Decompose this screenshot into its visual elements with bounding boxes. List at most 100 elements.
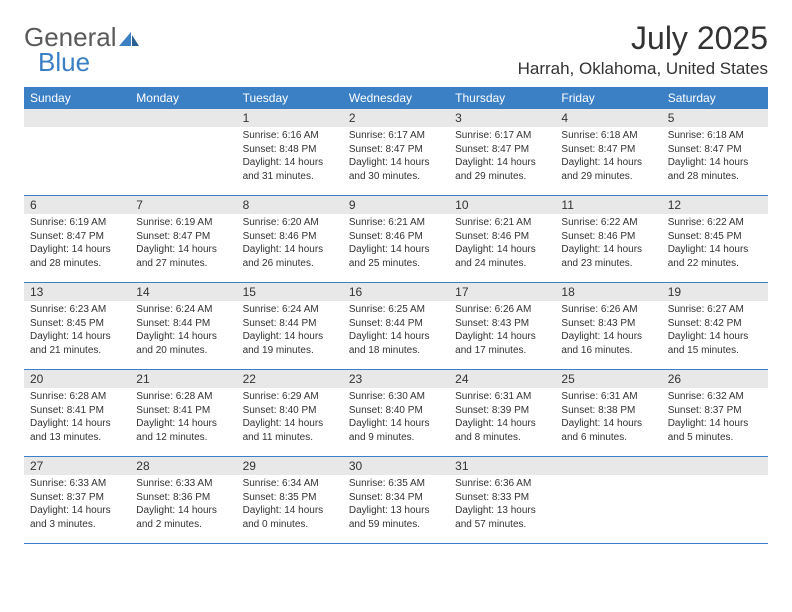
day-cell: 20Sunrise: 6:28 AMSunset: 8:41 PMDayligh… <box>24 370 130 456</box>
day-info: Sunrise: 6:22 AMSunset: 8:45 PMDaylight:… <box>662 214 768 274</box>
day-info: Sunrise: 6:32 AMSunset: 8:37 PMDaylight:… <box>662 388 768 448</box>
sunrise-text: Sunrise: 6:16 AM <box>243 129 337 143</box>
sunset-text: Sunset: 8:38 PM <box>561 404 655 418</box>
daylight-text: Daylight: 14 hours and 11 minutes. <box>243 417 337 444</box>
title-block: July 2025 Harrah, Oklahoma, United State… <box>518 20 768 79</box>
daylight-text: Daylight: 14 hours and 3 minutes. <box>30 504 124 531</box>
daylight-text: Daylight: 14 hours and 19 minutes. <box>243 330 337 357</box>
day-number: 6 <box>24 196 130 214</box>
day-cell: 29Sunrise: 6:34 AMSunset: 8:35 PMDayligh… <box>237 457 343 543</box>
sunrise-text: Sunrise: 6:29 AM <box>243 390 337 404</box>
day-number: 12 <box>662 196 768 214</box>
day-cell: 6Sunrise: 6:19 AMSunset: 8:47 PMDaylight… <box>24 196 130 282</box>
sunset-text: Sunset: 8:47 PM <box>668 143 762 157</box>
daylight-text: Daylight: 13 hours and 59 minutes. <box>349 504 443 531</box>
sunrise-text: Sunrise: 6:31 AM <box>561 390 655 404</box>
sunrise-text: Sunrise: 6:28 AM <box>136 390 230 404</box>
day-info: Sunrise: 6:24 AMSunset: 8:44 PMDaylight:… <box>130 301 236 361</box>
day-header-thursday: Thursday <box>449 87 555 109</box>
daylight-text: Daylight: 14 hours and 29 minutes. <box>455 156 549 183</box>
day-header-friday: Friday <box>555 87 661 109</box>
day-info: Sunrise: 6:21 AMSunset: 8:46 PMDaylight:… <box>449 214 555 274</box>
header: General Blue July 2025 Harrah, Oklahoma,… <box>24 20 768 79</box>
sunrise-text: Sunrise: 6:22 AM <box>561 216 655 230</box>
sunrise-text: Sunrise: 6:30 AM <box>349 390 443 404</box>
empty-day-number <box>555 457 661 475</box>
sunrise-text: Sunrise: 6:21 AM <box>349 216 443 230</box>
day-info: Sunrise: 6:17 AMSunset: 8:47 PMDaylight:… <box>343 127 449 187</box>
day-info: Sunrise: 6:31 AMSunset: 8:39 PMDaylight:… <box>449 388 555 448</box>
day-cell: 25Sunrise: 6:31 AMSunset: 8:38 PMDayligh… <box>555 370 661 456</box>
day-info: Sunrise: 6:29 AMSunset: 8:40 PMDaylight:… <box>237 388 343 448</box>
day-info: Sunrise: 6:35 AMSunset: 8:34 PMDaylight:… <box>343 475 449 535</box>
daylight-text: Daylight: 14 hours and 15 minutes. <box>668 330 762 357</box>
sunrise-text: Sunrise: 6:33 AM <box>136 477 230 491</box>
day-cell: 11Sunrise: 6:22 AMSunset: 8:46 PMDayligh… <box>555 196 661 282</box>
day-info: Sunrise: 6:23 AMSunset: 8:45 PMDaylight:… <box>24 301 130 361</box>
sunrise-text: Sunrise: 6:25 AM <box>349 303 443 317</box>
day-info: Sunrise: 6:36 AMSunset: 8:33 PMDaylight:… <box>449 475 555 535</box>
daylight-text: Daylight: 14 hours and 30 minutes. <box>349 156 443 183</box>
sunrise-text: Sunrise: 6:20 AM <box>243 216 337 230</box>
month-title: July 2025 <box>518 20 768 57</box>
day-number: 14 <box>130 283 236 301</box>
daylight-text: Daylight: 14 hours and 12 minutes. <box>136 417 230 444</box>
sunset-text: Sunset: 8:36 PM <box>136 491 230 505</box>
day-number: 20 <box>24 370 130 388</box>
sunset-text: Sunset: 8:40 PM <box>349 404 443 418</box>
day-cell: 14Sunrise: 6:24 AMSunset: 8:44 PMDayligh… <box>130 283 236 369</box>
sunset-text: Sunset: 8:46 PM <box>243 230 337 244</box>
day-number: 3 <box>449 109 555 127</box>
sunset-text: Sunset: 8:47 PM <box>455 143 549 157</box>
day-cell: 13Sunrise: 6:23 AMSunset: 8:45 PMDayligh… <box>24 283 130 369</box>
day-info: Sunrise: 6:26 AMSunset: 8:43 PMDaylight:… <box>449 301 555 361</box>
sunrise-text: Sunrise: 6:24 AM <box>243 303 337 317</box>
daylight-text: Daylight: 14 hours and 9 minutes. <box>349 417 443 444</box>
daylight-text: Daylight: 13 hours and 57 minutes. <box>455 504 549 531</box>
day-number: 30 <box>343 457 449 475</box>
day-number: 8 <box>237 196 343 214</box>
day-number: 27 <box>24 457 130 475</box>
sunrise-text: Sunrise: 6:19 AM <box>30 216 124 230</box>
day-cell <box>130 109 236 195</box>
day-cell: 28Sunrise: 6:33 AMSunset: 8:36 PMDayligh… <box>130 457 236 543</box>
day-cell: 9Sunrise: 6:21 AMSunset: 8:46 PMDaylight… <box>343 196 449 282</box>
day-info: Sunrise: 6:18 AMSunset: 8:47 PMDaylight:… <box>555 127 661 187</box>
day-cell: 10Sunrise: 6:21 AMSunset: 8:46 PMDayligh… <box>449 196 555 282</box>
day-header-saturday: Saturday <box>662 87 768 109</box>
daylight-text: Daylight: 14 hours and 21 minutes. <box>30 330 124 357</box>
day-cell: 18Sunrise: 6:26 AMSunset: 8:43 PMDayligh… <box>555 283 661 369</box>
sunset-text: Sunset: 8:48 PM <box>243 143 337 157</box>
day-info: Sunrise: 6:26 AMSunset: 8:43 PMDaylight:… <box>555 301 661 361</box>
logo: General Blue <box>24 22 139 78</box>
sunset-text: Sunset: 8:44 PM <box>136 317 230 331</box>
day-cell: 4Sunrise: 6:18 AMSunset: 8:47 PMDaylight… <box>555 109 661 195</box>
sunrise-text: Sunrise: 6:31 AM <box>455 390 549 404</box>
day-info: Sunrise: 6:31 AMSunset: 8:38 PMDaylight:… <box>555 388 661 448</box>
day-info: Sunrise: 6:17 AMSunset: 8:47 PMDaylight:… <box>449 127 555 187</box>
day-cell: 1Sunrise: 6:16 AMSunset: 8:48 PMDaylight… <box>237 109 343 195</box>
day-number: 9 <box>343 196 449 214</box>
day-info: Sunrise: 6:20 AMSunset: 8:46 PMDaylight:… <box>237 214 343 274</box>
sunset-text: Sunset: 8:41 PM <box>136 404 230 418</box>
day-cell: 19Sunrise: 6:27 AMSunset: 8:42 PMDayligh… <box>662 283 768 369</box>
daylight-text: Daylight: 14 hours and 25 minutes. <box>349 243 443 270</box>
daylight-text: Daylight: 14 hours and 8 minutes. <box>455 417 549 444</box>
day-info: Sunrise: 6:21 AMSunset: 8:46 PMDaylight:… <box>343 214 449 274</box>
day-info: Sunrise: 6:30 AMSunset: 8:40 PMDaylight:… <box>343 388 449 448</box>
daylight-text: Daylight: 14 hours and 2 minutes. <box>136 504 230 531</box>
day-cell: 15Sunrise: 6:24 AMSunset: 8:44 PMDayligh… <box>237 283 343 369</box>
day-number: 11 <box>555 196 661 214</box>
day-cell: 23Sunrise: 6:30 AMSunset: 8:40 PMDayligh… <box>343 370 449 456</box>
sunset-text: Sunset: 8:47 PM <box>561 143 655 157</box>
sunset-text: Sunset: 8:37 PM <box>30 491 124 505</box>
daylight-text: Daylight: 14 hours and 22 minutes. <box>668 243 762 270</box>
daylight-text: Daylight: 14 hours and 28 minutes. <box>30 243 124 270</box>
empty-day-number <box>662 457 768 475</box>
day-number: 24 <box>449 370 555 388</box>
daylight-text: Daylight: 14 hours and 31 minutes. <box>243 156 337 183</box>
sunset-text: Sunset: 8:47 PM <box>349 143 443 157</box>
day-cell <box>24 109 130 195</box>
day-cell: 26Sunrise: 6:32 AMSunset: 8:37 PMDayligh… <box>662 370 768 456</box>
sunset-text: Sunset: 8:47 PM <box>136 230 230 244</box>
